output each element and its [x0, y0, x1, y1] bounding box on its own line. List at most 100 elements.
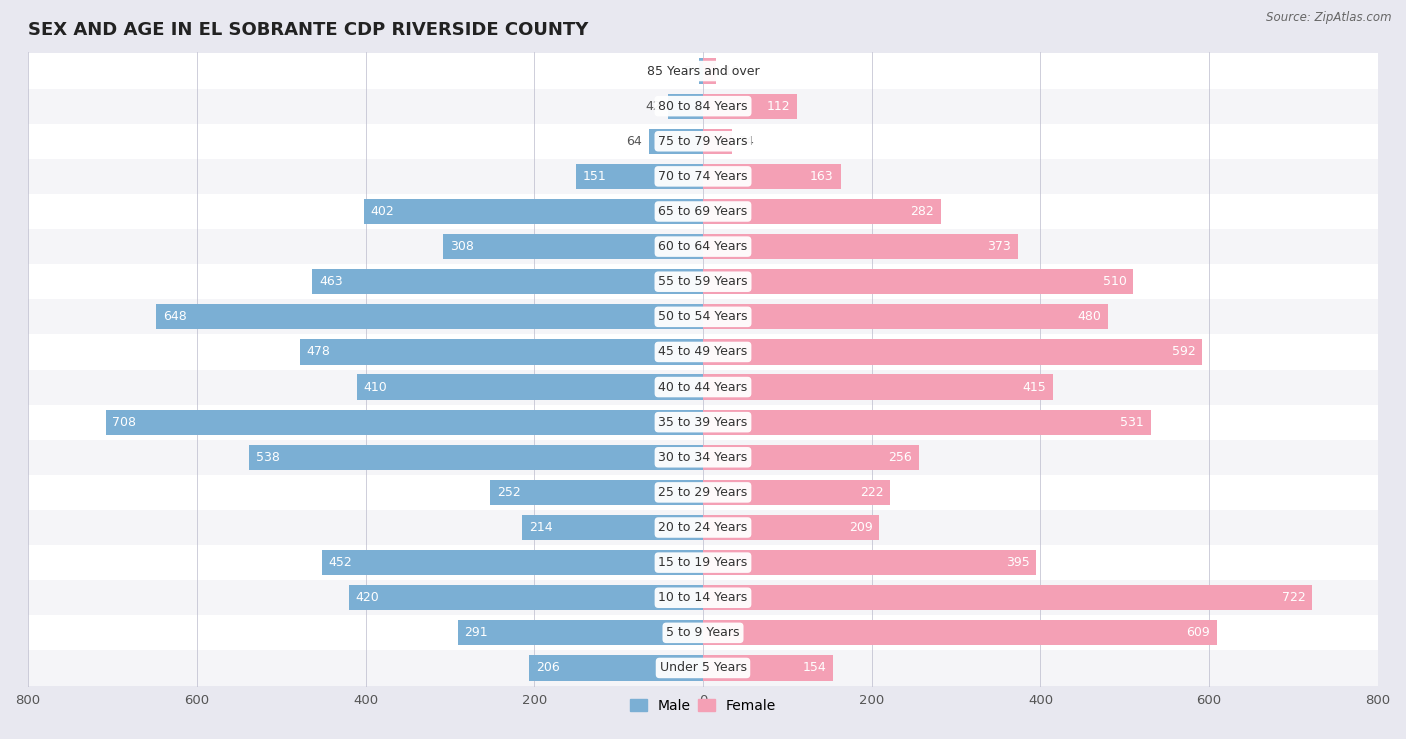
FancyBboxPatch shape	[28, 475, 1378, 510]
Text: 256: 256	[889, 451, 912, 464]
Text: 531: 531	[1121, 415, 1144, 429]
Text: 478: 478	[307, 345, 330, 358]
FancyBboxPatch shape	[28, 89, 1378, 123]
Bar	[249, 445, 703, 470]
Text: 282: 282	[911, 205, 934, 218]
Bar	[668, 94, 703, 119]
Text: 373: 373	[987, 240, 1011, 253]
Text: 538: 538	[256, 451, 280, 464]
Text: 15 to 19 Years: 15 to 19 Years	[658, 556, 748, 569]
Bar	[703, 620, 1216, 645]
Bar	[703, 129, 731, 154]
Text: 65 to 69 Years: 65 to 69 Years	[658, 205, 748, 218]
Legend: Male, Female: Male, Female	[624, 693, 782, 718]
FancyBboxPatch shape	[28, 616, 1378, 650]
Text: 708: 708	[112, 415, 136, 429]
Bar	[650, 129, 703, 154]
Text: 252: 252	[498, 486, 520, 499]
Text: 50 to 54 Years: 50 to 54 Years	[658, 310, 748, 324]
Bar	[156, 304, 703, 330]
Bar	[299, 339, 703, 364]
Bar	[703, 58, 717, 84]
Text: 75 to 79 Years: 75 to 79 Years	[658, 134, 748, 148]
FancyBboxPatch shape	[28, 510, 1378, 545]
Bar	[105, 409, 703, 435]
Text: 308: 308	[450, 240, 474, 253]
Text: 410: 410	[364, 381, 388, 394]
Text: 80 to 84 Years: 80 to 84 Years	[658, 100, 748, 112]
Bar	[322, 550, 703, 575]
Text: 64: 64	[627, 134, 643, 148]
Text: 480: 480	[1077, 310, 1101, 324]
FancyBboxPatch shape	[28, 299, 1378, 334]
FancyBboxPatch shape	[28, 334, 1378, 370]
Bar	[703, 199, 941, 224]
Bar	[703, 409, 1152, 435]
FancyBboxPatch shape	[28, 545, 1378, 580]
Text: 40 to 44 Years: 40 to 44 Years	[658, 381, 748, 394]
Text: 395: 395	[1005, 556, 1029, 569]
Bar	[703, 585, 1312, 610]
FancyBboxPatch shape	[28, 53, 1378, 89]
Text: 25 to 29 Years: 25 to 29 Years	[658, 486, 748, 499]
FancyBboxPatch shape	[28, 580, 1378, 616]
Text: 420: 420	[356, 591, 380, 605]
Text: 463: 463	[319, 275, 343, 288]
Text: 20 to 24 Years: 20 to 24 Years	[658, 521, 748, 534]
Bar	[703, 550, 1036, 575]
Text: 452: 452	[329, 556, 352, 569]
Text: 163: 163	[810, 170, 834, 183]
Text: 55 to 59 Years: 55 to 59 Years	[658, 275, 748, 288]
Bar	[703, 164, 841, 189]
Bar	[703, 445, 920, 470]
Text: 35 to 39 Years: 35 to 39 Years	[658, 415, 748, 429]
FancyBboxPatch shape	[28, 405, 1378, 440]
Text: 510: 510	[1102, 275, 1126, 288]
FancyBboxPatch shape	[28, 194, 1378, 229]
Text: 609: 609	[1187, 627, 1211, 639]
Bar	[703, 304, 1108, 330]
FancyBboxPatch shape	[28, 370, 1378, 405]
Text: Source: ZipAtlas.com: Source: ZipAtlas.com	[1267, 11, 1392, 24]
Text: 151: 151	[582, 170, 606, 183]
Bar	[491, 480, 703, 505]
Bar	[703, 515, 879, 540]
Text: 214: 214	[529, 521, 553, 534]
Bar	[703, 234, 1018, 259]
Bar	[357, 375, 703, 400]
Text: 42: 42	[645, 100, 661, 112]
FancyBboxPatch shape	[28, 123, 1378, 159]
FancyBboxPatch shape	[28, 229, 1378, 264]
Bar	[443, 234, 703, 259]
Text: 722: 722	[1282, 591, 1305, 605]
Bar	[312, 269, 703, 294]
Bar	[703, 94, 797, 119]
Text: Under 5 Years: Under 5 Years	[659, 661, 747, 675]
FancyBboxPatch shape	[28, 650, 1378, 686]
Bar	[529, 655, 703, 681]
FancyBboxPatch shape	[28, 159, 1378, 194]
Text: 5 to 9 Years: 5 to 9 Years	[666, 627, 740, 639]
Bar	[364, 199, 703, 224]
Bar	[703, 655, 832, 681]
Bar	[575, 164, 703, 189]
Text: 45 to 49 Years: 45 to 49 Years	[658, 345, 748, 358]
Text: 402: 402	[371, 205, 394, 218]
Bar	[703, 375, 1053, 400]
Text: 209: 209	[849, 521, 873, 534]
Text: 222: 222	[860, 486, 883, 499]
Text: 154: 154	[803, 661, 827, 675]
Text: 16: 16	[723, 64, 740, 78]
Text: 34: 34	[738, 134, 754, 148]
Text: 60 to 64 Years: 60 to 64 Years	[658, 240, 748, 253]
Bar	[703, 480, 890, 505]
Text: 112: 112	[768, 100, 790, 112]
Bar	[523, 515, 703, 540]
FancyBboxPatch shape	[28, 440, 1378, 475]
Bar	[349, 585, 703, 610]
Bar	[703, 339, 1202, 364]
Bar	[703, 269, 1133, 294]
Text: SEX AND AGE IN EL SOBRANTE CDP RIVERSIDE COUNTY: SEX AND AGE IN EL SOBRANTE CDP RIVERSIDE…	[28, 21, 589, 39]
Text: 30 to 34 Years: 30 to 34 Years	[658, 451, 748, 464]
Bar	[457, 620, 703, 645]
